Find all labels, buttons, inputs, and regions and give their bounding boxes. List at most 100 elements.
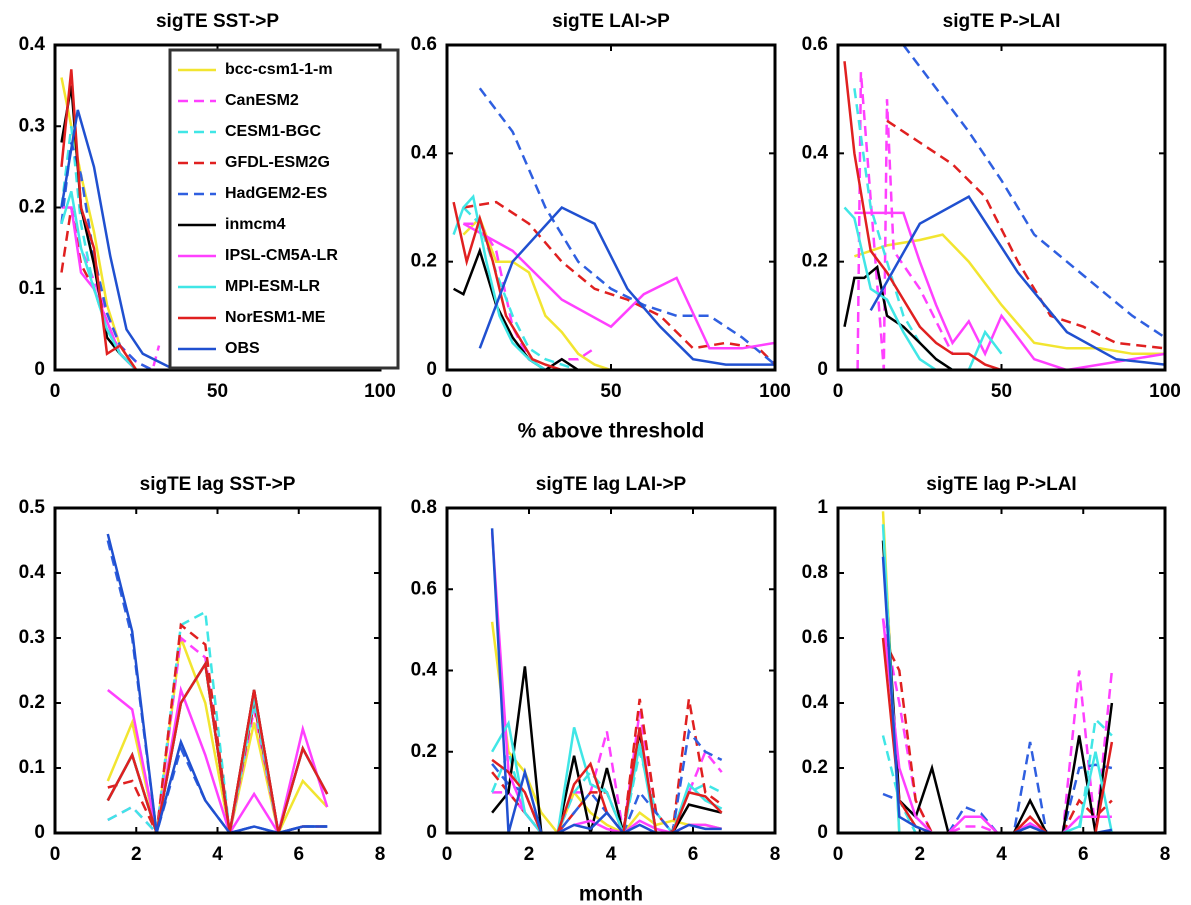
x-tick-label: 8	[770, 844, 781, 865]
series-line	[60, 142, 154, 370]
legend-label: NorESM1-ME	[225, 309, 326, 326]
legend-label: inmcm4	[225, 216, 286, 233]
series-line	[452, 201, 563, 370]
y-tick-label: 0.4	[411, 142, 438, 163]
x-tick-label: 100	[759, 381, 791, 402]
x-tick-label: 100	[1149, 381, 1181, 402]
y-tick-label: 0.6	[411, 34, 437, 55]
y-tick-label: 0.2	[411, 251, 437, 272]
y-tick-label: 0.8	[802, 562, 828, 583]
series-line	[881, 511, 1112, 833]
series-line	[869, 195, 1165, 366]
legend-label: MPI-ESM-LR	[225, 278, 321, 295]
x-tick-label: 0	[442, 381, 453, 402]
y-tick-label: 0.4	[19, 34, 46, 55]
legend-label: IPSL-CM5A-LR	[225, 247, 338, 264]
axes-frame	[836, 506, 1167, 835]
y-tick-label: 0.5	[19, 497, 46, 518]
x-tick-label: 4	[606, 844, 617, 865]
legend-label: CESM1-BGC	[225, 123, 321, 140]
y-tick-label: 0.2	[19, 692, 45, 713]
series-line	[478, 87, 775, 366]
series-line	[843, 264, 969, 370]
series-line	[107, 635, 328, 833]
y-tick-label: 0	[34, 822, 45, 843]
x-axis-label: month	[579, 883, 643, 905]
y-tick-label: 0.4	[19, 562, 46, 583]
x-tick-label: 2	[524, 844, 535, 865]
legend-box	[168, 48, 400, 370]
legend-label: CanESM2	[225, 92, 299, 109]
x-tick-label: 0	[50, 381, 61, 402]
y-tick-label: 0.2	[411, 741, 437, 762]
y-tick-label: 0	[426, 822, 437, 843]
y-tick-label: 0	[426, 359, 437, 380]
series-line	[60, 126, 138, 370]
series-line	[106, 540, 328, 833]
series-line	[902, 45, 1165, 339]
y-tick-label: 0.4	[802, 692, 829, 713]
axes-frame	[445, 506, 777, 835]
x-tick-label: 6	[688, 844, 699, 865]
series-line	[463, 200, 775, 366]
x-tick-label: 50	[991, 381, 1012, 402]
series-line	[462, 222, 775, 350]
legend-label: bcc-csm1-1-m	[225, 61, 333, 78]
series-line	[881, 618, 1114, 833]
legend-label: OBS	[225, 340, 260, 357]
y-tick-label: 0.3	[19, 627, 45, 648]
chart-title: sigTE lag P->LAI	[926, 474, 1076, 495]
series-line	[452, 246, 579, 370]
series-line	[491, 719, 723, 833]
y-tick-label: 0.4	[411, 660, 438, 681]
y-tick-label: 0.2	[19, 197, 45, 218]
y-tick-label: 0.1	[19, 278, 46, 299]
y-tick-label: 0.3	[19, 115, 45, 136]
series-line	[462, 216, 612, 370]
series-line	[106, 660, 329, 833]
y-tick-label: 1	[817, 497, 828, 518]
x-axis-label: % above threshold	[518, 420, 705, 443]
series-line	[854, 211, 1165, 370]
series-line	[881, 556, 1113, 833]
y-tick-label: 0	[817, 359, 828, 380]
series-line	[490, 621, 722, 833]
x-tick-label: 0	[833, 844, 844, 865]
series-line	[60, 69, 138, 370]
y-tick-label: 0.6	[802, 627, 828, 648]
series-line	[856, 72, 954, 370]
series-line	[60, 190, 138, 370]
y-tick-label: 0.6	[411, 578, 437, 599]
series-line	[452, 194, 562, 370]
x-tick-label: 50	[600, 381, 621, 402]
series-line	[491, 666, 723, 833]
chart-title: sigTE LAI->P	[552, 11, 670, 32]
axes-frame	[836, 43, 1167, 372]
series-line	[490, 528, 722, 833]
series-line	[881, 540, 1114, 833]
x-tick-label: 0	[442, 844, 453, 865]
series-line	[881, 637, 1113, 833]
x-tick-label: 2	[914, 844, 925, 865]
chart-title: sigTE lag SST->P	[140, 474, 296, 495]
y-tick-label: 0.2	[802, 251, 828, 272]
x-tick-label: 50	[207, 381, 228, 402]
x-tick-label: 4	[996, 844, 1007, 865]
series-line	[106, 533, 328, 833]
x-tick-label: 0	[50, 844, 61, 865]
x-tick-label: 8	[1160, 844, 1171, 865]
series-line	[881, 716, 1113, 833]
y-tick-label: 0	[34, 359, 45, 380]
chart-title: sigTE SST->P	[156, 11, 279, 32]
chart-title: sigTE lag LAI->P	[536, 474, 687, 495]
x-tick-label: 100	[364, 381, 396, 402]
legend-label: GFDL-ESM2G	[225, 154, 330, 171]
axes-frame	[53, 506, 382, 835]
series-line	[881, 524, 1114, 833]
series-line	[843, 61, 1002, 370]
x-tick-label: 4	[212, 844, 223, 865]
x-tick-label: 2	[131, 844, 142, 865]
y-tick-label: 0.1	[19, 757, 46, 778]
x-tick-label: 6	[1078, 844, 1089, 865]
